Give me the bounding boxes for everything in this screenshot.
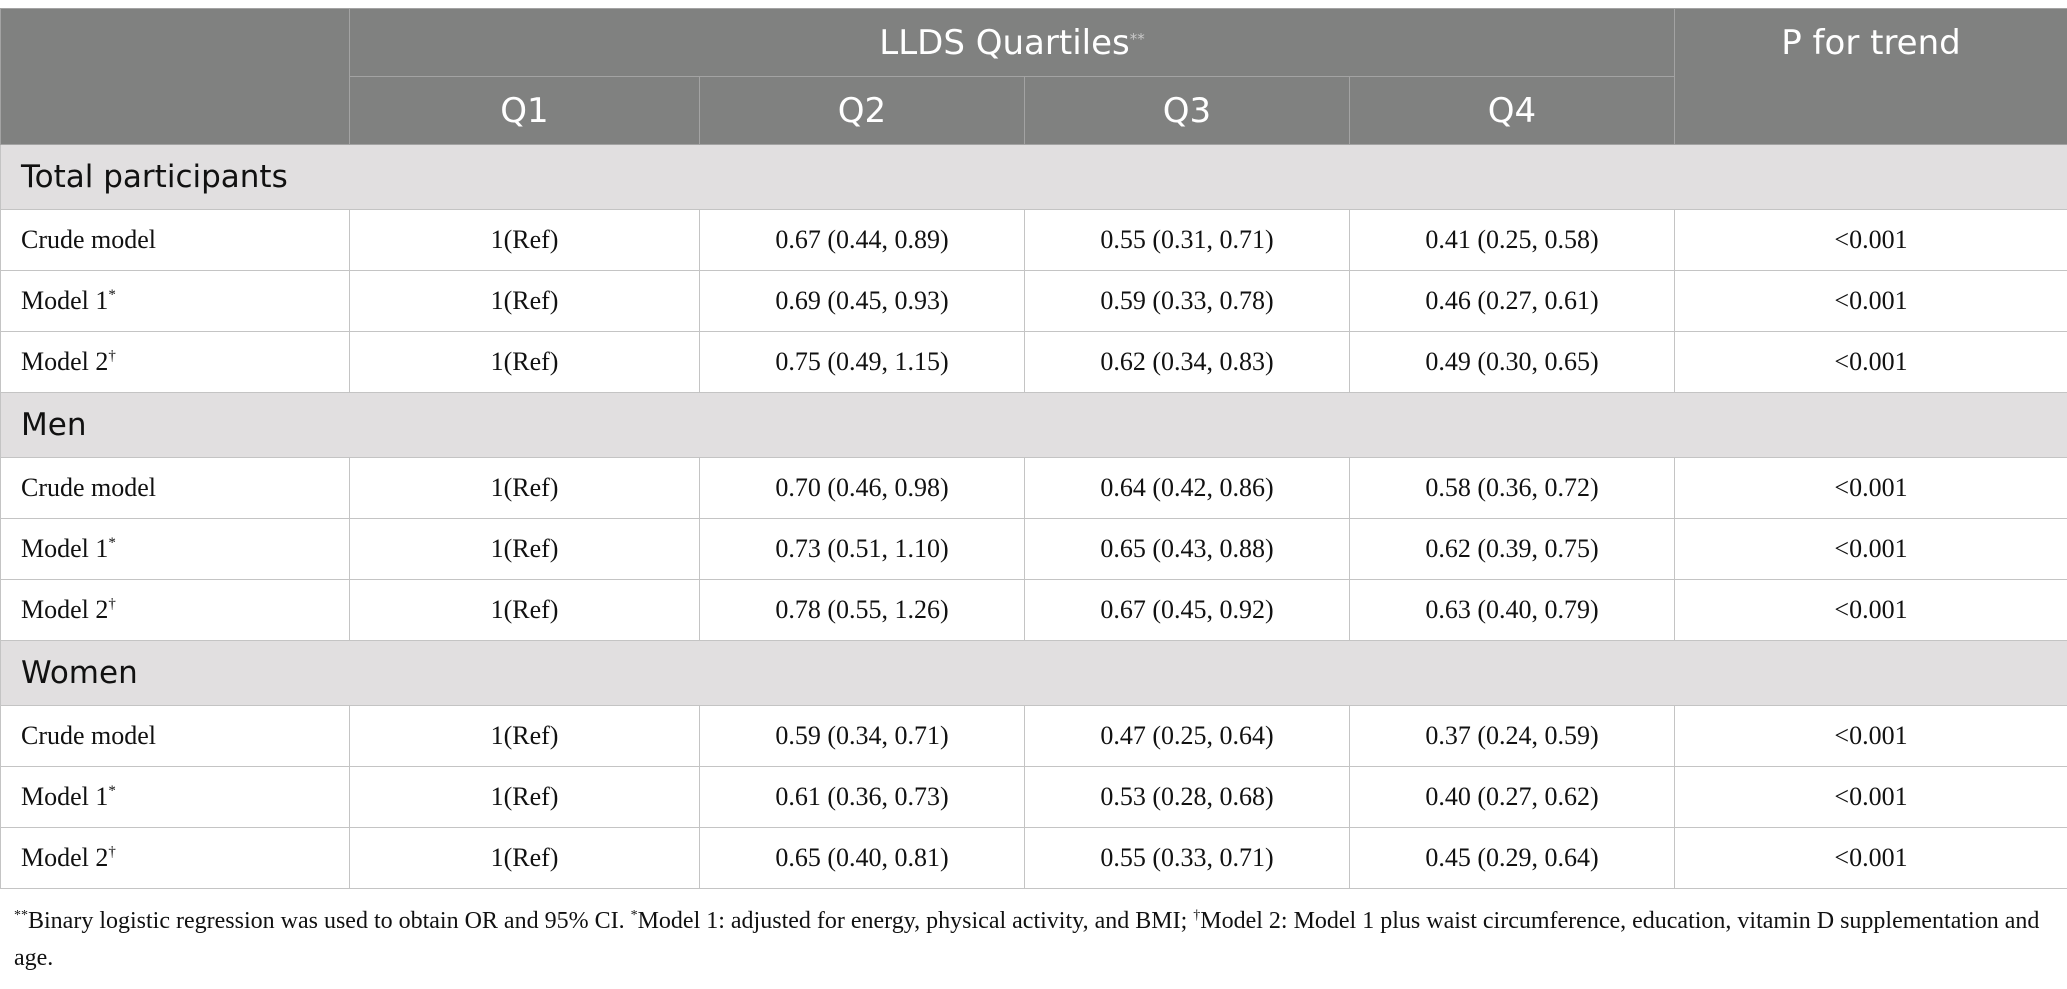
footnote-text-2: Model 1: adjusted for energy, physical a… (637, 908, 1194, 934)
cell-q3: 0.53 (0.28, 0.68) (1024, 766, 1350, 828)
cell-q2: 0.67 (0.44, 0.89) (699, 209, 1025, 271)
cell-q1: 1(Ref) (349, 270, 700, 332)
cell-q4: 0.49 (0.30, 0.65) (1349, 331, 1675, 393)
cell-q3: 0.55 (0.33, 0.71) (1024, 827, 1350, 889)
header-empty-cell (0, 8, 350, 145)
cell-q3: 0.64 (0.42, 0.86) (1024, 457, 1350, 519)
cell-q2: 0.59 (0.34, 0.71) (699, 705, 1025, 767)
cell-q4: 0.62 (0.39, 0.75) (1349, 518, 1675, 580)
header-llds-quartiles: LLDS Quartiles** (349, 8, 1675, 77)
header-llds-quartiles-mark: ** (1129, 29, 1145, 48)
cell-q2: 0.69 (0.45, 0.93) (699, 270, 1025, 332)
cell-q2: 0.73 (0.51, 1.10) (699, 518, 1025, 580)
row-label: Model 2† (0, 827, 350, 889)
cell-q1: 1(Ref) (349, 518, 700, 580)
results-table-container: LLDS Quartiles** P for trend Q1 Q2 Q3 Q4… (0, 8, 2067, 889)
table-row: Model 2† 1(Ref) 0.78 (0.55, 1.26) 0.67 (… (0, 579, 2067, 641)
cell-p-trend: <0.001 (1674, 270, 2067, 332)
cell-q1: 1(Ref) (349, 209, 700, 271)
header-q3: Q3 (1024, 76, 1350, 145)
row-label: Crude model (0, 457, 350, 519)
table-row: Model 2† 1(Ref) 0.65 (0.40, 0.81) 0.55 (… (0, 827, 2067, 889)
row-label: Model 2† (0, 579, 350, 641)
cell-q2: 0.61 (0.36, 0.73) (699, 766, 1025, 828)
footnote-text-1: Binary logistic regression was used to o… (28, 908, 631, 934)
footnote-mark-asterisk: * (630, 908, 638, 923)
row-label: Model 1* (0, 518, 350, 580)
cell-q1: 1(Ref) (349, 705, 700, 767)
cell-q4: 0.37 (0.24, 0.59) (1349, 705, 1675, 767)
group-row-women: Women (0, 640, 2067, 706)
group-row-men: Men (0, 392, 2067, 458)
cell-p-trend: <0.001 (1674, 705, 2067, 767)
cell-q2: 0.65 (0.40, 0.81) (699, 827, 1025, 889)
cell-p-trend: <0.001 (1674, 827, 2067, 889)
table-row: Model 1* 1(Ref) 0.69 (0.45, 0.93) 0.59 (… (0, 270, 2067, 332)
cell-p-trend: <0.001 (1674, 457, 2067, 519)
cell-q2: 0.78 (0.55, 1.26) (699, 579, 1025, 641)
table-row: Model 2† 1(Ref) 0.75 (0.49, 1.15) 0.62 (… (0, 331, 2067, 393)
cell-q3: 0.47 (0.25, 0.64) (1024, 705, 1350, 767)
group-title: Women (0, 640, 2067, 706)
footnote-mark-dagger: † (1193, 908, 1201, 923)
cell-q1: 1(Ref) (349, 331, 700, 393)
header-q4: Q4 (1349, 76, 1675, 145)
table-row: Crude model 1(Ref) 0.59 (0.34, 0.71) 0.4… (0, 705, 2067, 767)
footnote-text-3: Model 2: Model 1 plus waist circumferenc… (14, 908, 2040, 971)
cell-p-trend: <0.001 (1674, 518, 2067, 580)
table-row: Model 1* 1(Ref) 0.61 (0.36, 0.73) 0.53 (… (0, 766, 2067, 828)
row-label: Crude model (0, 705, 350, 767)
cell-q1: 1(Ref) (349, 827, 700, 889)
cell-p-trend: <0.001 (1674, 209, 2067, 271)
header-p-for-trend: P for trend (1674, 8, 2067, 145)
cell-q4: 0.40 (0.27, 0.62) (1349, 766, 1675, 828)
cell-q1: 1(Ref) (349, 766, 700, 828)
results-table: LLDS Quartiles** P for trend Q1 Q2 Q3 Q4… (0, 8, 2067, 889)
table-body: Total participants Crude model 1(Ref) 0.… (0, 144, 2067, 889)
row-label: Model 1* (0, 270, 350, 332)
group-title: Total participants (0, 144, 2067, 210)
cell-q1: 1(Ref) (349, 457, 700, 519)
cell-p-trend: <0.001 (1674, 766, 2067, 828)
cell-q2: 0.75 (0.49, 1.15) (699, 331, 1025, 393)
header-q1: Q1 (349, 76, 700, 145)
footnote-mark-double-asterisk: ** (14, 908, 28, 923)
cell-q4: 0.46 (0.27, 0.61) (1349, 270, 1675, 332)
cell-q4: 0.63 (0.40, 0.79) (1349, 579, 1675, 641)
table-header: LLDS Quartiles** P for trend Q1 Q2 Q3 Q4 (0, 8, 2067, 145)
cell-q3: 0.59 (0.33, 0.78) (1024, 270, 1350, 332)
header-llds-quartiles-label: LLDS Quartiles (879, 22, 1130, 63)
cell-q3: 0.62 (0.34, 0.83) (1024, 331, 1350, 393)
cell-q1: 1(Ref) (349, 579, 700, 641)
cell-q4: 0.45 (0.29, 0.64) (1349, 827, 1675, 889)
row-label: Model 2† (0, 331, 350, 393)
cell-p-trend: <0.001 (1674, 579, 2067, 641)
group-title: Men (0, 392, 2067, 458)
cell-p-trend: <0.001 (1674, 331, 2067, 393)
table-footnote: **Binary logistic regression was used to… (14, 903, 2054, 977)
table-row: Crude model 1(Ref) 0.67 (0.44, 0.89) 0.5… (0, 209, 2067, 271)
header-q2: Q2 (699, 76, 1025, 145)
cell-q4: 0.58 (0.36, 0.72) (1349, 457, 1675, 519)
cell-q4: 0.41 (0.25, 0.58) (1349, 209, 1675, 271)
cell-q2: 0.70 (0.46, 0.98) (699, 457, 1025, 519)
cell-q3: 0.55 (0.31, 0.71) (1024, 209, 1350, 271)
row-label: Crude model (0, 209, 350, 271)
row-label: Model 1* (0, 766, 350, 828)
table-row: Crude model 1(Ref) 0.70 (0.46, 0.98) 0.6… (0, 457, 2067, 519)
group-row-total: Total participants (0, 144, 2067, 210)
cell-q3: 0.67 (0.45, 0.92) (1024, 579, 1350, 641)
table-row: Model 1* 1(Ref) 0.73 (0.51, 1.10) 0.65 (… (0, 518, 2067, 580)
cell-q3: 0.65 (0.43, 0.88) (1024, 518, 1350, 580)
